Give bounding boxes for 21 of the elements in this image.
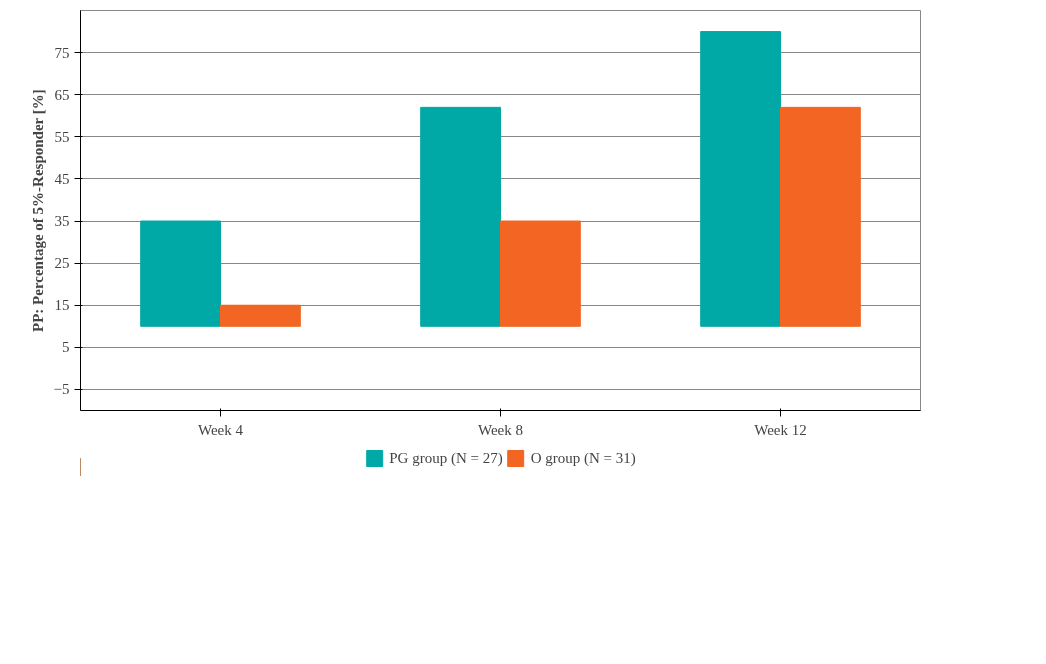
legend-label: PG group (N = 27) <box>389 449 503 467</box>
y-axis-title: PP: Percentage of 5%-Responder [%] <box>29 89 46 332</box>
y-tick-label: 75 <box>54 44 70 61</box>
bar <box>500 220 581 327</box>
y-tick-label: 5 <box>62 339 70 356</box>
y-tick-label: −5 <box>53 381 70 398</box>
x-tick-label: Week 8 <box>477 421 524 438</box>
bar <box>700 31 781 327</box>
bar <box>140 220 221 327</box>
bar <box>420 106 501 327</box>
y-tick-label: 55 <box>54 128 70 145</box>
y-tick-label: 65 <box>54 86 70 103</box>
y-tick-label: 45 <box>54 170 70 187</box>
legend-label: O group (N = 31) <box>530 449 636 467</box>
y-tick-label: 35 <box>54 213 70 230</box>
bar <box>780 106 861 327</box>
y-tick-label: 25 <box>54 255 70 272</box>
y-tick-label: 15 <box>54 297 70 314</box>
x-tick-label: Week 4 <box>197 421 244 438</box>
x-tick-label: Week 12 <box>754 421 807 438</box>
bar <box>220 304 301 327</box>
